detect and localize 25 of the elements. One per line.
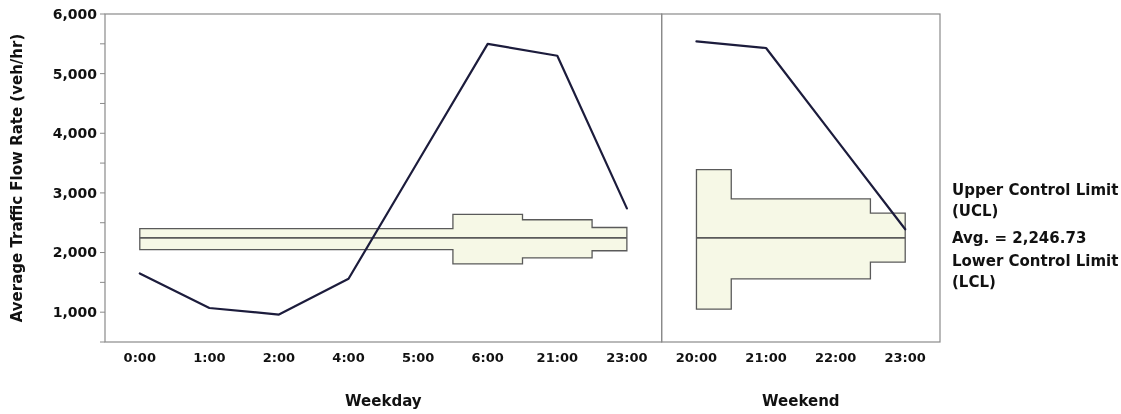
x-tick-label: 2:00 [262,350,296,365]
text: Avg. = 2,246.73 [952,228,1087,247]
y-tick-label: 1,000 [52,304,98,321]
y-tick-label: 5,000 [52,65,98,82]
x-tick-label: 23:00 [606,350,648,365]
x-tick-label: 21:00 [536,350,578,365]
text: Upper Control Limit (UCL) [952,180,1119,220]
x-tick-label: 0:00 [123,350,156,365]
x-tick-label: 23:00 [884,350,926,365]
x-tick-label: 21:00 [745,350,787,365]
x-axis-title: Weekend [762,392,840,410]
y-axis-title: Average Traffic Flow Rate (veh/hr) [8,33,26,323]
y-tick-label: 2,000 [52,244,98,261]
y-tick-label: 6,000 [52,5,98,22]
line-series [138,42,628,316]
x-tick-label: 20:00 [675,350,718,365]
x-tick-label: 1:00 [193,350,226,365]
x-tick-label: 4:00 [332,350,365,365]
x-tick-label: 5:00 [401,350,435,365]
y-tick-label: 3,000 [52,184,98,201]
x-tick-label: 6:00 [471,350,504,365]
x-axis-title: Weekday [345,392,422,410]
y-tick-label: 4,000 [52,125,98,142]
text: Lower Control Limit (LCL) [952,251,1119,291]
x-tick-label: 22:00 [814,350,857,365]
